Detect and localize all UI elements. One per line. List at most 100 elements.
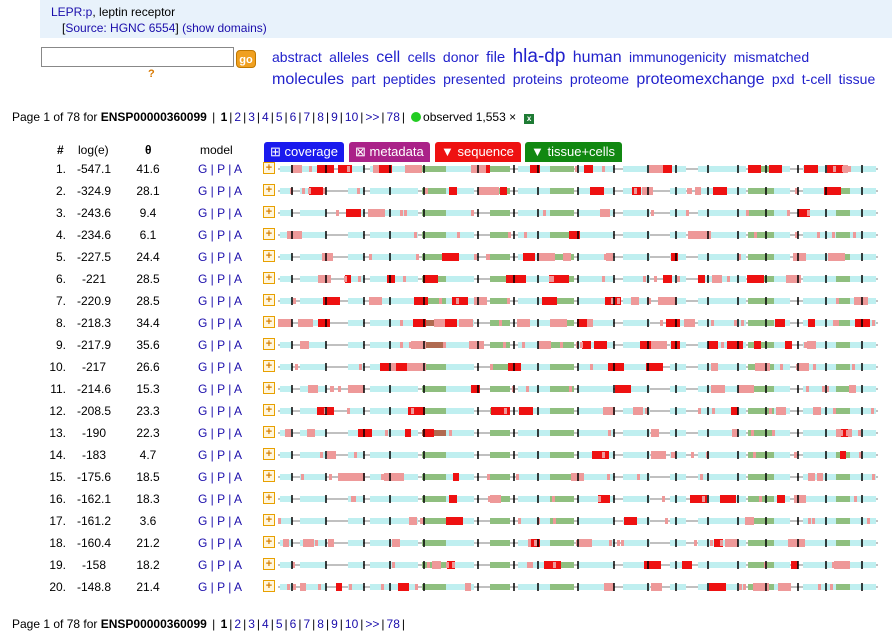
tag-tissue[interactable]: tissue (838, 71, 876, 87)
coverage-track[interactable] (278, 249, 878, 265)
tab-tissue-cells[interactable]: ▼ tissue+cells (525, 142, 622, 162)
expand-plus-icon[interactable]: + (263, 228, 275, 240)
pager-link-6[interactable]: 6 (289, 617, 297, 631)
tag-file[interactable]: file (486, 49, 506, 66)
coverage-track[interactable] (278, 161, 878, 177)
pager-link-8[interactable]: 8 (317, 110, 324, 124)
coverage-track[interactable] (278, 447, 878, 463)
coverage-track[interactable] (278, 469, 878, 485)
expand-plus-icon[interactable]: + (263, 162, 275, 174)
pager-link-7[interactable]: 7 (303, 110, 311, 124)
pager-link-2[interactable]: 2 (234, 110, 242, 124)
expand-plus-icon[interactable]: + (263, 536, 275, 548)
coverage-track[interactable] (278, 293, 878, 309)
pager-link-4[interactable]: 4 (262, 110, 269, 124)
coverage-track[interactable] (278, 557, 878, 573)
expand-plus-icon[interactable]: + (263, 492, 275, 504)
coverage-track[interactable] (278, 491, 878, 507)
pager-link-6[interactable]: 6 (289, 110, 297, 124)
tag-abstract[interactable]: abstract (272, 49, 322, 65)
row-model-links[interactable]: G | P | A (198, 448, 243, 462)
expand-plus-icon[interactable]: + (263, 272, 275, 284)
tag-pxd[interactable]: pxd (771, 71, 795, 87)
pager-link-4[interactable]: 4 (262, 617, 269, 631)
coverage-track[interactable] (278, 425, 878, 441)
tag-donor[interactable]: donor (442, 49, 479, 65)
expand-plus-icon[interactable]: + (263, 470, 275, 482)
expand-plus-icon[interactable]: + (263, 294, 275, 306)
tag-cell[interactable]: cell (376, 49, 401, 66)
row-model-links[interactable]: G | P | A (198, 404, 243, 418)
search-input[interactable] (41, 47, 234, 67)
pager-link-9[interactable]: 9 (331, 617, 338, 631)
row-model-links[interactable]: G | P | A (198, 294, 243, 308)
go-button[interactable]: go (236, 50, 256, 68)
pager-link-10[interactable]: 10 (344, 110, 359, 124)
row-model-links[interactable]: G | P | A (198, 338, 243, 352)
row-model-links[interactable]: G | P | A (198, 250, 243, 264)
tab-metadata[interactable]: ⊠ metadata (349, 142, 430, 162)
row-model-links[interactable]: G | P | A (198, 360, 243, 374)
pager-link-5[interactable]: 5 (275, 617, 283, 631)
tag-proteomexchange[interactable]: proteomexchange (636, 71, 765, 88)
pager-link-10[interactable]: 10 (344, 617, 359, 631)
coverage-track[interactable] (278, 513, 878, 529)
pager-link-78[interactable]: 78 (386, 110, 400, 124)
expand-plus-icon[interactable]: + (263, 404, 275, 416)
expand-plus-icon[interactable]: + (263, 448, 275, 460)
pager-link-7[interactable]: 7 (303, 617, 311, 631)
tag-immunogenicity[interactable]: immunogenicity (629, 49, 727, 65)
expand-plus-icon[interactable]: + (263, 426, 275, 438)
pager-link-5[interactable]: 5 (275, 110, 283, 124)
tag-molecules[interactable]: molecules (272, 71, 345, 88)
row-model-links[interactable]: G | P | A (198, 184, 243, 198)
row-model-links[interactable]: G | P | A (198, 228, 243, 242)
tag-proteome[interactable]: proteome (569, 71, 630, 87)
pager-link-3[interactable]: 3 (248, 110, 255, 124)
coverage-track[interactable] (278, 535, 878, 551)
coverage-track[interactable] (278, 403, 878, 419)
row-model-links[interactable]: G | P | A (198, 514, 243, 528)
coverage-track[interactable] (278, 227, 878, 243)
tag-peptides[interactable]: peptides (382, 71, 436, 87)
tab-coverage[interactable]: ⊞ coverage (264, 142, 344, 162)
tag-presented[interactable]: presented (443, 71, 506, 87)
pager-link-78[interactable]: 78 (386, 617, 400, 631)
tag-proteins[interactable]: proteins (512, 71, 563, 87)
excel-export-icon[interactable]: x (524, 114, 535, 124)
pager-link-3[interactable]: 3 (248, 617, 255, 631)
expand-plus-icon[interactable]: + (263, 382, 275, 394)
row-model-links[interactable]: G | P | A (198, 470, 243, 484)
expand-plus-icon[interactable]: + (263, 184, 275, 196)
tag-hla-dp[interactable]: hla-dp (512, 46, 566, 67)
pager-link-next[interactable]: >> (365, 617, 380, 631)
coverage-track[interactable] (278, 205, 878, 221)
row-model-links[interactable]: G | P | A (198, 206, 243, 220)
expand-plus-icon[interactable]: + (263, 316, 275, 328)
source-link[interactable]: Source: HGNC 6554 (65, 21, 176, 35)
expand-plus-icon[interactable]: + (263, 338, 275, 350)
expand-plus-icon[interactable]: + (263, 580, 275, 592)
tag-human[interactable]: human (572, 49, 622, 66)
row-model-links[interactable]: G | P | A (198, 162, 243, 176)
row-model-links[interactable]: G | P | A (198, 580, 243, 594)
tab-sequence[interactable]: ▼ sequence (435, 142, 521, 162)
expand-plus-icon[interactable]: + (263, 558, 275, 570)
coverage-track[interactable] (278, 271, 878, 287)
expand-plus-icon[interactable]: + (263, 514, 275, 526)
expand-plus-icon[interactable]: + (263, 206, 275, 218)
expand-plus-icon[interactable]: + (263, 360, 275, 372)
expand-plus-icon[interactable]: + (263, 250, 275, 262)
row-model-links[interactable]: G | P | A (198, 558, 243, 572)
coverage-track[interactable] (278, 315, 878, 331)
tag-alleles[interactable]: alleles (329, 49, 369, 65)
tag-t-cell[interactable]: t-cell (801, 71, 832, 87)
row-model-links[interactable]: G | P | A (198, 536, 243, 550)
row-model-links[interactable]: G | P | A (198, 272, 243, 286)
tag-part[interactable]: part (351, 71, 376, 87)
coverage-track[interactable] (278, 381, 878, 397)
row-model-links[interactable]: G | P | A (198, 492, 243, 506)
pager-link-next[interactable]: >> (365, 110, 380, 124)
coverage-track[interactable] (278, 183, 878, 199)
tag-cells[interactable]: cells (407, 49, 436, 65)
